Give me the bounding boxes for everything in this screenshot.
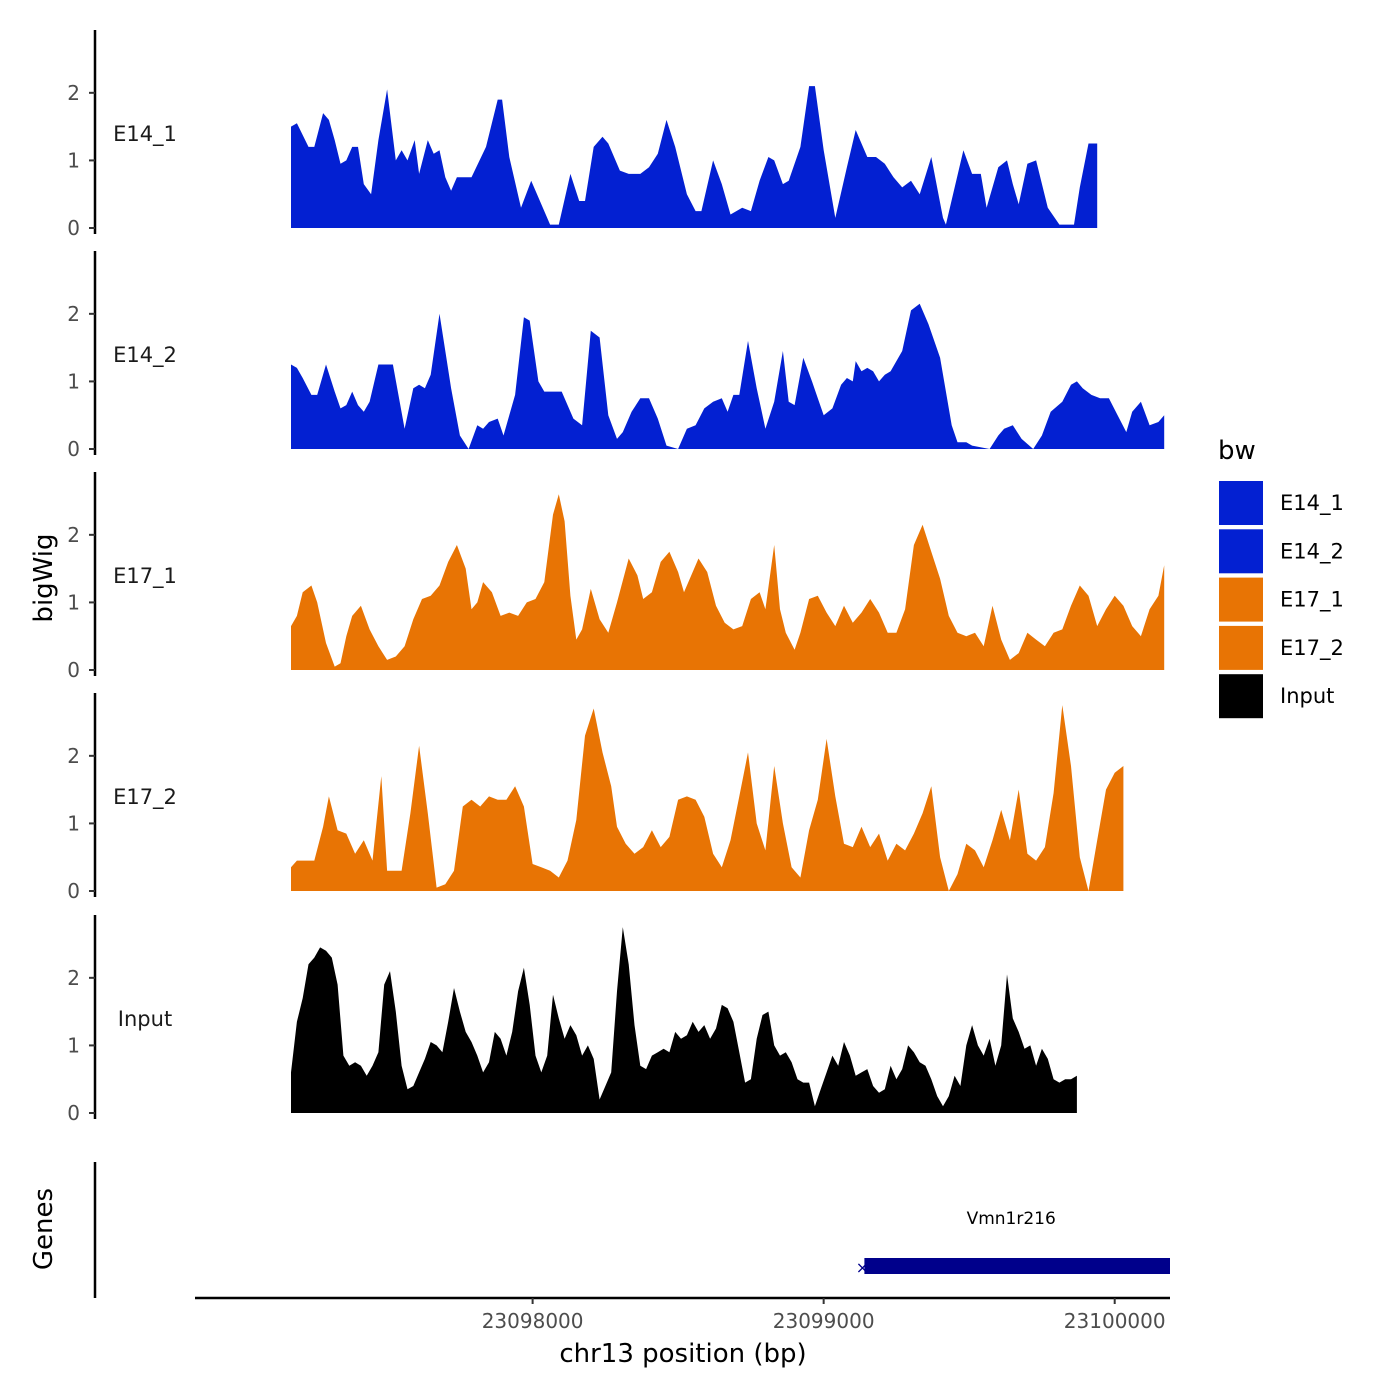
legend-label-e14-2: E14_2 bbox=[1280, 539, 1344, 564]
gene-strand-marker-icon: × bbox=[856, 1258, 869, 1277]
legend-swatch-e17-1 bbox=[1219, 577, 1263, 622]
track-e17-2: 0 1 2 E17_2 bbox=[67, 693, 1124, 903]
y-tick-label: 2 bbox=[67, 81, 80, 105]
track-label: E14_2 bbox=[113, 343, 177, 368]
legend-label-input: Input bbox=[1280, 684, 1334, 708]
y-tick-label: 0 bbox=[67, 658, 80, 682]
gene-label: Vmn1r216 bbox=[967, 1209, 1056, 1229]
x-tick-label: 23100000 bbox=[1064, 1309, 1166, 1333]
genes-panel: Vmn1r216 × bbox=[93, 1162, 1170, 1298]
signal-tracks: 0 1 2 E14_1 0 1 2 E14_2 0 1 2 E17_1 0 1 2 E17_2 0 1 2 Input bbox=[67, 30, 1165, 1125]
x-tick-label: 23098000 bbox=[482, 1309, 584, 1333]
signal-area-e14-1 bbox=[291, 86, 1098, 228]
genes-panel-title: Genes bbox=[29, 1188, 59, 1270]
y-tick-label: 1 bbox=[67, 1033, 80, 1057]
track-e14-1: 0 1 2 E14_1 bbox=[67, 30, 1098, 240]
y-tick-label: 1 bbox=[67, 811, 80, 835]
track-label: E17_2 bbox=[113, 785, 177, 810]
legend-swatch-e17-2 bbox=[1219, 625, 1263, 670]
track-e14-2: 0 1 2 E14_2 bbox=[67, 251, 1165, 461]
track-label: E17_1 bbox=[113, 564, 177, 589]
y-tick-label: 2 bbox=[67, 302, 80, 326]
y-tick-label: 1 bbox=[67, 590, 80, 614]
signal-area-input bbox=[291, 927, 1077, 1113]
y-tick-label: 2 bbox=[67, 744, 80, 768]
signal-area-e14-2 bbox=[291, 303, 1165, 449]
legend: bw E14_1 E14_2 E17_1 E17_2 Input bbox=[1218, 436, 1344, 719]
legend-label-e17-2: E17_2 bbox=[1280, 636, 1344, 661]
x-tick-label: 23099000 bbox=[773, 1309, 875, 1333]
y-tick-label: 2 bbox=[67, 966, 80, 990]
legend-label-e14-1: E14_1 bbox=[1280, 491, 1344, 516]
signal-area-e17-2 bbox=[291, 705, 1124, 891]
track-e17-1: 0 1 2 E17_1 bbox=[67, 472, 1165, 682]
legend-swatch-e14-2 bbox=[1219, 529, 1263, 574]
y-axis-title: bigWig bbox=[29, 533, 59, 622]
signal-area-e17-1 bbox=[291, 494, 1165, 670]
track-label: E14_1 bbox=[113, 122, 177, 147]
y-tick-label: 0 bbox=[67, 216, 80, 240]
legend-label-e17-1: E17_1 bbox=[1280, 588, 1344, 613]
y-tick-label: 2 bbox=[67, 523, 80, 547]
legend-title: bw bbox=[1218, 436, 1256, 466]
y-tick-label: 1 bbox=[67, 369, 80, 393]
x-axis: 23098000 23099000 23100000 bbox=[195, 1296, 1170, 1333]
x-axis-title: chr13 position (bp) bbox=[559, 1339, 806, 1369]
track-input: 0 1 2 Input bbox=[67, 915, 1077, 1125]
y-tick-label: 0 bbox=[67, 437, 80, 461]
y-tick-label: 1 bbox=[67, 148, 80, 172]
track-label: Input bbox=[118, 1007, 172, 1031]
legend-swatch-input bbox=[1219, 674, 1263, 719]
legend-swatch-e14-1 bbox=[1219, 481, 1263, 525]
y-tick-label: 0 bbox=[67, 879, 80, 903]
gene-bar-vmn1r216 bbox=[864, 1258, 1170, 1274]
y-tick-label: 0 bbox=[67, 1101, 80, 1125]
